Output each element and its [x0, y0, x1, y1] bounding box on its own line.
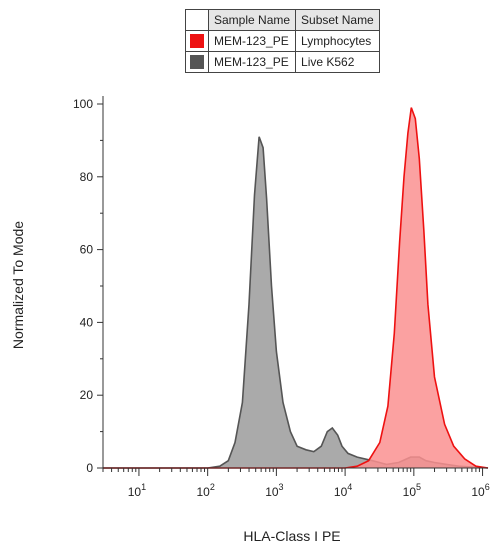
series-line-lymphocytes — [103, 107, 489, 469]
x-axis-title: HLA-Class I PE — [243, 528, 340, 544]
y-axis-title: Normalized To Mode — [10, 221, 26, 349]
y-tick-label: 20 — [80, 388, 94, 402]
legend-row: MEM-123_PE Live K562 — [185, 51, 380, 73]
legend-subset-name: Live K562 — [295, 51, 380, 73]
axis-layer: 0 20 40 60 80 100 101 102 103 104 105 106 — [73, 96, 490, 499]
legend-swatch-live-k562 — [190, 55, 204, 69]
x-tick-label: 102 — [196, 482, 214, 499]
y-tick-label: 40 — [80, 315, 94, 329]
x-tick-label: 104 — [334, 482, 352, 499]
series-area-lymphocytes — [103, 107, 488, 468]
x-tick-label: 101 — [128, 482, 146, 499]
legend-subset-name: Lymphocytes — [295, 30, 380, 52]
y-tick-label: 80 — [80, 170, 94, 184]
y-tick-label: 0 — [86, 461, 93, 475]
legend-table: Sample Name Subset Name MEM-123_PE Lymph… — [185, 9, 380, 73]
x-tick-label: 106 — [471, 482, 489, 499]
x-tick-label: 105 — [403, 482, 421, 499]
legend-sample-name: MEM-123_PE — [207, 51, 297, 73]
legend-header-sample: Sample Name — [207, 9, 297, 31]
series-layer — [103, 107, 489, 469]
y-tick-label: 60 — [80, 243, 94, 257]
x-tick-label: 103 — [265, 482, 283, 499]
legend-swatch-lymphocytes — [190, 34, 204, 48]
y-tick-label: 100 — [73, 97, 93, 111]
legend-swatch-cell — [185, 51, 209, 73]
